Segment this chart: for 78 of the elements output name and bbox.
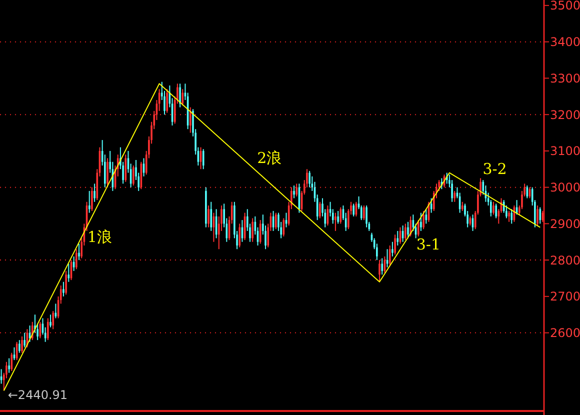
y-tick-label: 3000 <box>550 180 580 195</box>
candlestick <box>31 321 34 341</box>
annotation: 3-2 <box>482 160 507 178</box>
candlestick <box>352 203 355 217</box>
candlestick <box>425 208 428 224</box>
candlestick <box>52 310 54 330</box>
candlestick <box>189 106 192 134</box>
candlestick <box>296 183 298 197</box>
candlestick <box>319 201 321 219</box>
candlestick <box>392 241 394 257</box>
candlestick <box>388 245 391 266</box>
candlestick <box>76 248 78 270</box>
y-tick-label: 2700 <box>550 290 580 304</box>
candlestick <box>536 205 538 226</box>
candlestick <box>208 205 210 228</box>
candlestick <box>39 321 42 339</box>
candlestick <box>21 336 23 354</box>
candlestick <box>404 223 406 241</box>
candlestick <box>508 210 510 222</box>
y-tick-label: 2600 <box>550 326 580 340</box>
candlestick <box>94 183 96 202</box>
y-tick-label: 2800 <box>550 253 580 268</box>
candlestick <box>420 212 422 232</box>
y-tick-label: 3200 <box>550 108 580 122</box>
candlestick <box>410 216 412 237</box>
candlestick <box>539 206 542 224</box>
annotation: ←2440.91 <box>8 388 68 402</box>
candlestick <box>293 184 295 199</box>
candlestick <box>381 258 383 276</box>
candlestick <box>454 190 456 202</box>
candlestick <box>62 281 64 297</box>
candlestick <box>124 154 127 182</box>
candlestick <box>106 158 108 188</box>
candlestick <box>238 223 241 248</box>
candlestick <box>132 164 134 186</box>
candlestick <box>13 346 16 361</box>
y-tick-label: 2900 <box>550 216 580 231</box>
y-tick-label: 3500 <box>550 0 580 13</box>
candlestick <box>510 208 513 224</box>
candlestick <box>24 332 26 348</box>
candlestick <box>18 340 20 354</box>
candlestick <box>492 201 494 216</box>
candlestick <box>495 203 497 219</box>
annotation: 1浪 <box>87 228 112 246</box>
candlestick <box>91 186 93 212</box>
line-series <box>3 83 541 392</box>
annotation: 3-1 <box>416 235 441 254</box>
candlestick <box>274 212 277 230</box>
candlestick <box>422 210 424 230</box>
candlestick <box>366 205 368 228</box>
candlestick <box>337 210 339 224</box>
candlestick <box>417 220 420 237</box>
candlestick <box>252 218 254 242</box>
candlestick <box>308 170 310 188</box>
candlestick <box>65 270 67 296</box>
candlestick <box>363 205 365 221</box>
candlestick <box>47 318 49 341</box>
y-tick-label: 3400 <box>550 35 580 50</box>
candlestick <box>179 83 181 108</box>
candlestick <box>378 260 380 282</box>
candlestick <box>340 206 342 224</box>
candlestick <box>394 234 396 256</box>
candlestick <box>166 88 168 114</box>
y-tick-label: 3100 <box>550 144 580 158</box>
candlestick <box>396 230 399 246</box>
candlestick <box>210 201 212 232</box>
candlestick <box>202 148 204 170</box>
candlestick <box>78 243 80 261</box>
candlestick <box>50 314 52 328</box>
candlestick <box>182 88 184 106</box>
candlestick <box>407 221 409 239</box>
candlestick <box>88 190 90 214</box>
y-tick-label: 3300 <box>550 71 580 86</box>
candlestick <box>461 201 464 212</box>
candlestick <box>8 358 10 374</box>
candlestick <box>68 263 70 282</box>
candlestick <box>334 212 336 232</box>
annotation: 2浪 <box>257 148 282 167</box>
